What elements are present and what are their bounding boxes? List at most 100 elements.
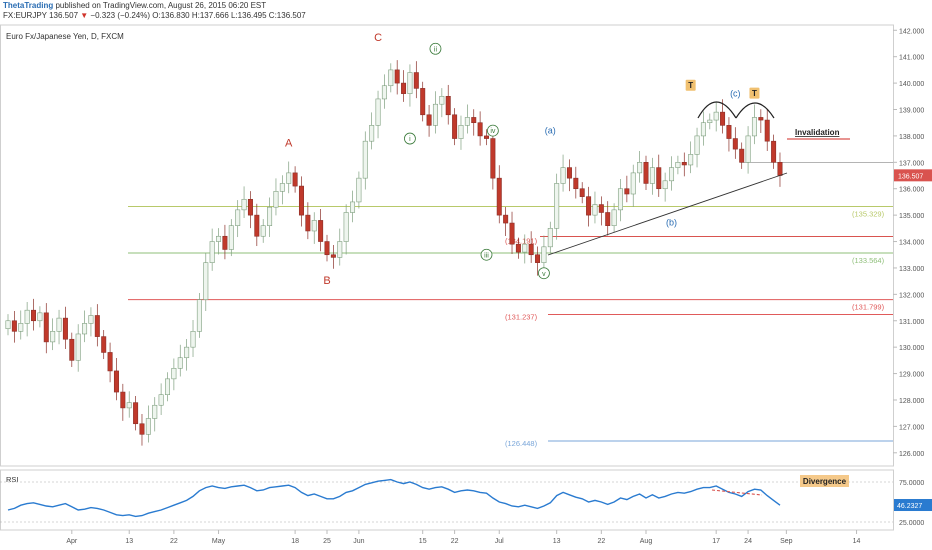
circled-wave-label: v	[542, 271, 546, 278]
time-tick-label: 22	[451, 538, 459, 545]
price-tick-label: 130.000	[899, 345, 924, 352]
candle-body	[69, 338, 75, 361]
candle-body	[337, 241, 343, 258]
candle-body	[490, 138, 496, 179]
circled-wave-marker	[404, 132, 416, 145]
wave-label: A	[285, 137, 293, 149]
candle-body	[286, 172, 292, 184]
candle-body	[318, 220, 324, 242]
wave-label: (b)	[666, 218, 677, 228]
candle-body	[426, 114, 432, 126]
candle-body	[707, 119, 713, 124]
candle-body	[56, 317, 62, 332]
candle-body	[369, 125, 375, 142]
price-tick-label: 141.000	[899, 55, 924, 62]
candle-body	[126, 402, 132, 409]
candle-body	[350, 201, 356, 213]
author-link[interactable]: ThetaTrading	[3, 1, 54, 10]
time-tick-label: 25	[323, 538, 331, 545]
candle-body	[31, 309, 37, 322]
candle-body	[560, 167, 566, 184]
circled-wave-label: i	[409, 136, 411, 143]
level-label: (131.799)	[852, 303, 885, 312]
candle-body	[464, 117, 470, 126]
candle-body	[515, 243, 521, 253]
candle-body	[432, 103, 438, 126]
candle-body	[222, 235, 228, 250]
candle-body	[483, 135, 489, 139]
price-tick-label: 135.000	[899, 213, 924, 220]
price-change: −0.323 (−0.24%)	[90, 11, 151, 20]
price-tick-label: 138.000	[899, 134, 924, 141]
price-tick-label: 131.000	[899, 319, 924, 326]
candle-body	[267, 206, 273, 226]
candle-body	[496, 177, 502, 216]
candle-body	[254, 214, 260, 237]
chart-title: Euro Fx/Japanese Yen, D, FXCM	[6, 32, 124, 41]
candle-body	[145, 418, 151, 435]
candle-body	[330, 254, 336, 258]
candle-body	[120, 391, 126, 409]
candle-body	[458, 125, 464, 139]
head-arc-right	[735, 102, 775, 119]
candle-body	[503, 214, 509, 224]
candle-body	[209, 241, 215, 263]
candle-body	[592, 204, 598, 216]
candle-body	[509, 222, 515, 245]
candle-body	[688, 154, 694, 166]
rsi-pane-frame	[0, 469, 894, 531]
candle-body	[5, 320, 11, 329]
candle-body	[305, 214, 311, 232]
price-tick-label: 127.000	[899, 424, 924, 431]
price-tick-label: 136.000	[899, 187, 924, 194]
candle-body	[88, 315, 94, 324]
candle-body	[113, 370, 119, 393]
candle-body	[579, 188, 585, 197]
wave-label: (a)	[545, 125, 556, 135]
candle-body	[624, 188, 630, 195]
level-label: (134.191)	[505, 236, 538, 245]
candle-body	[152, 404, 158, 419]
candle-body	[401, 82, 407, 94]
candle-body	[158, 394, 164, 406]
publish-info: published on TradingView.com, August 26,…	[55, 1, 267, 10]
rsi-tick-label: 75.0000	[899, 480, 924, 487]
time-tick-label: 22	[597, 538, 605, 545]
candle-body	[713, 111, 719, 121]
candle-body	[139, 423, 145, 435]
level-label: (131.237)	[505, 313, 538, 322]
candle-body	[273, 191, 279, 208]
candle-body	[94, 315, 100, 337]
candle-body	[107, 352, 113, 372]
down-arrow-icon: ▼	[80, 11, 89, 20]
candle-body	[11, 320, 17, 332]
price-tick-label: 140.000	[899, 81, 924, 88]
rsi-value-label: 46.2327	[897, 503, 922, 510]
publish-line: ThetaTrading published on TradingView.co…	[3, 1, 929, 11]
top-marker-box	[749, 87, 760, 99]
time-tick-label: 18	[291, 538, 299, 545]
wave-label: B	[323, 275, 330, 287]
last-price-label: 136.507	[898, 173, 923, 180]
candle-body	[528, 243, 534, 256]
candle-body	[260, 225, 266, 237]
top-marker-box	[685, 79, 696, 91]
candle-body	[751, 117, 757, 137]
candle-body	[720, 111, 726, 126]
candle-body	[394, 69, 400, 84]
candle-body	[324, 241, 330, 256]
candle-body	[745, 135, 751, 163]
quote-line: FX:EURJPY 136.507 ▼ −0.323 (−0.24%) O:13…	[3, 11, 929, 21]
time-tick-label: 24	[744, 538, 752, 545]
candle-body	[356, 177, 362, 203]
level-label: (133.564)	[852, 256, 885, 265]
circled-wave-marker	[538, 267, 550, 280]
rsi-label: RSI	[6, 475, 19, 484]
candle-body	[101, 336, 107, 353]
price-tick-label: 137.000	[899, 160, 924, 167]
price-tick-label: 142.000	[899, 28, 924, 35]
top-marker-label: T	[752, 89, 757, 98]
circled-wave-marker	[486, 124, 499, 137]
last-price: 136.507	[49, 11, 79, 20]
